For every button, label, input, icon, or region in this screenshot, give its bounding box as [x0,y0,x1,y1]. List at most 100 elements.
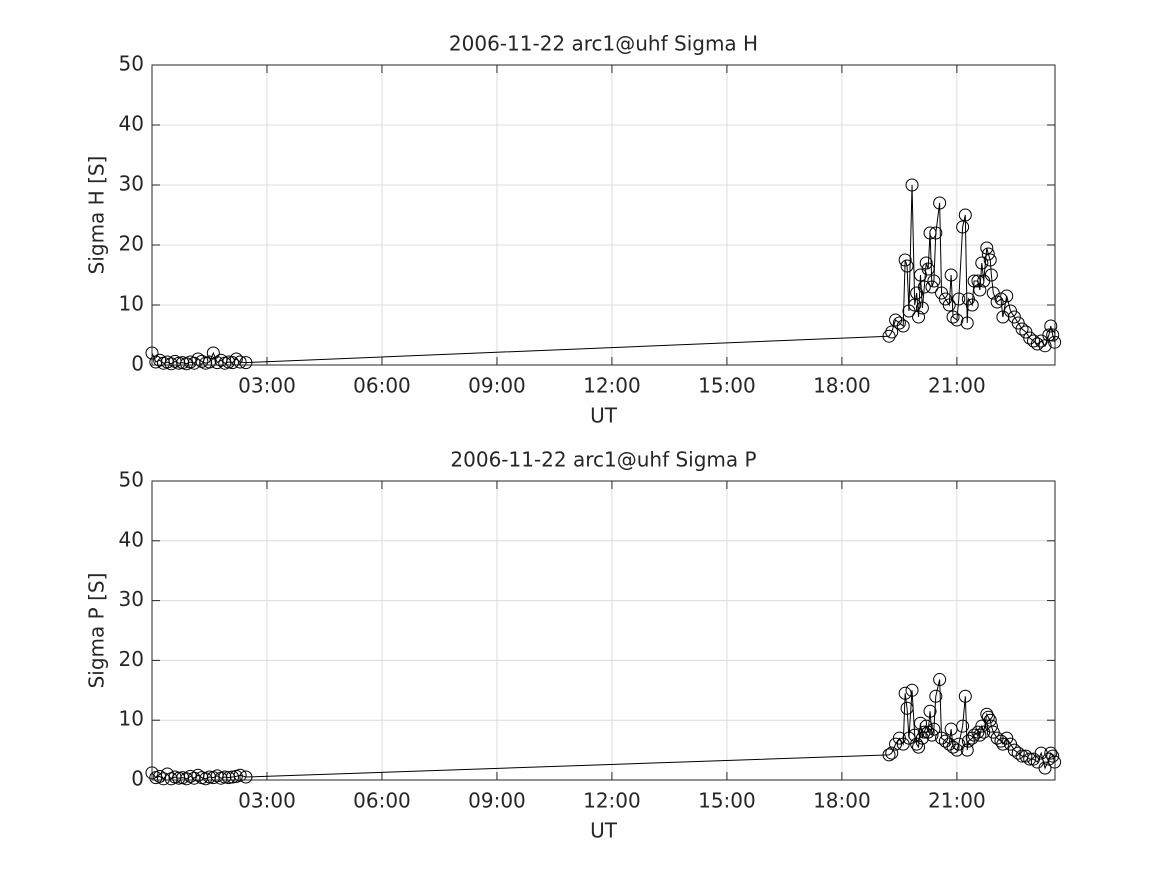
data-point [944,268,958,282]
data-point [1044,746,1058,760]
data-point [239,356,253,370]
y-tick-label: 20 [119,647,144,671]
data-point [882,748,896,762]
y-axis-label: Sigma P [S] [85,573,109,689]
data-point [929,226,943,240]
x-tick-label: 06:00 [353,374,411,398]
data-point [1023,752,1037,766]
data-point [885,746,899,760]
data-point [233,355,247,369]
data-point [975,256,989,270]
data-point [225,770,239,784]
data-point [187,356,201,370]
data-point [1046,749,1060,763]
axes-box [151,64,1056,366]
y-tick-label: 50 [119,52,144,76]
data-point [885,325,899,339]
data-point [921,262,935,276]
y-tick-label: 40 [119,112,144,136]
x-tick-label: 06:00 [353,789,411,813]
data-point [1027,334,1041,348]
x-tick-label: 21:00 [928,374,986,398]
data-point [984,719,998,733]
y-tick-label: 30 [119,587,144,611]
data-point [923,704,937,718]
data-point [206,346,220,360]
data-point [1044,319,1058,333]
data-point [980,241,994,255]
y-tick-label: 50 [119,468,144,492]
y-tick-label: 20 [119,232,144,256]
x-tick-label: 18:00 [813,374,871,398]
data-point [929,689,943,703]
x-tick-label: 18:00 [813,789,871,813]
data-point [892,316,906,330]
data-point [984,268,998,282]
data-point [933,673,947,687]
y-tick-label: 10 [119,707,144,731]
data-point [917,725,931,739]
data-point [1030,337,1044,351]
data-point [942,298,956,312]
data-point [946,310,960,324]
data-point [973,728,987,742]
data-point [967,728,981,742]
data-point [905,178,919,192]
data-point [225,356,239,370]
data-point [980,707,994,721]
data-point [1046,328,1060,342]
y-tick-label: 0 [131,352,144,376]
y-tick-label: 30 [119,172,144,196]
data-point [925,728,939,742]
data-point [973,283,987,297]
chart-title: 2006-11-22 arc1@uhf Sigma H [449,32,758,56]
data-point [927,274,941,288]
x-tick-label: 03:00 [238,374,296,398]
x-tick-label: 09:00 [468,789,526,813]
data-point [990,295,1004,309]
y-tick-label: 10 [119,292,144,316]
axes-box [151,480,1056,781]
x-tick-label: 09:00 [468,374,526,398]
data-point [896,319,910,333]
data-point [898,253,912,267]
y-tick-label: 40 [119,527,144,551]
x-axis-label: UT [590,404,618,428]
data-point [222,355,236,369]
data-point [950,313,964,327]
data-point [1000,289,1014,303]
plot-area [152,65,1055,365]
data-point [933,196,947,210]
data-point [956,220,970,234]
x-tick-label: 21:00 [928,789,986,813]
data-point [233,768,247,782]
data-point [900,701,914,715]
x-tick-label: 03:00 [238,789,296,813]
data-point [919,256,933,270]
data-point [958,689,972,703]
data-point [956,719,970,733]
data-point [153,353,167,367]
data-point [1015,322,1029,336]
data-point [923,226,937,240]
data-point [912,740,926,754]
y-tick-label: 0 [131,767,144,791]
data-point [1019,749,1033,763]
data-point [898,686,912,700]
data-point [927,722,941,736]
x-tick-label: 15:00 [698,789,756,813]
data-point [981,710,995,724]
data-point [950,743,964,757]
data-point [958,208,972,222]
data-point [1011,746,1025,760]
data-point [983,253,997,267]
data-point [981,247,995,261]
x-tick-label: 15:00 [698,374,756,398]
data-point [983,713,997,727]
data-point [239,770,253,784]
data-point [965,298,979,312]
data-point [917,280,931,294]
data-point [925,280,939,294]
data-point [1038,761,1052,775]
data-point [908,728,922,742]
